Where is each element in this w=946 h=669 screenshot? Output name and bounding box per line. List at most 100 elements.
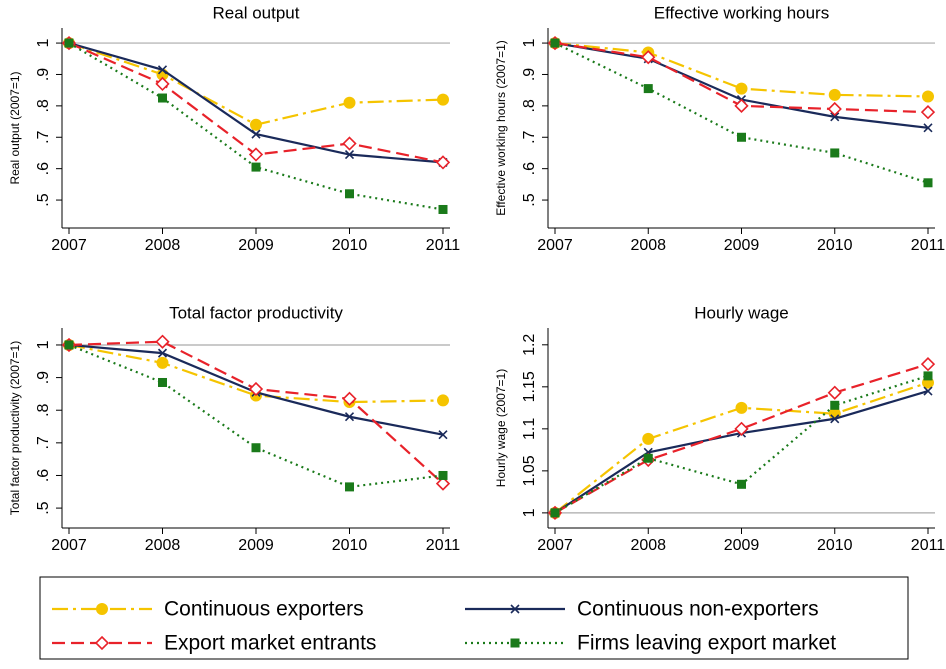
x-tick-label: 2007	[537, 237, 573, 254]
y-axis-label: Real output (2007=1)	[8, 71, 22, 184]
marker	[643, 453, 653, 463]
marker	[827, 385, 842, 400]
y-axis-label: Total factor productivity (2007=1)	[8, 341, 22, 515]
x-tick-label: 2007	[537, 537, 573, 554]
legend-label: Continuous exporters	[164, 598, 364, 621]
x-tick-label: 2008	[630, 537, 666, 554]
marker	[734, 98, 749, 113]
y-tick-label: .9	[521, 68, 538, 81]
marker	[248, 381, 264, 397]
marker	[64, 38, 74, 48]
series-line	[68, 42, 444, 211]
marker	[550, 38, 560, 48]
marker	[345, 189, 354, 199]
y-tick-label: 1	[35, 340, 52, 349]
x-tick-label: 2009	[724, 537, 760, 554]
marker	[737, 479, 746, 489]
marker	[827, 101, 842, 117]
y-tick-label: 1	[521, 508, 538, 517]
x-tick-label: 2007	[51, 537, 87, 554]
marker	[64, 340, 74, 350]
panel-title: Real output	[213, 3, 300, 22]
marker	[641, 50, 656, 65]
x-tick-label: 2010	[817, 237, 853, 254]
series-line	[68, 343, 444, 404]
marker	[342, 136, 357, 151]
series-line	[554, 374, 929, 514]
marker	[155, 334, 170, 349]
y-tick-label: .7	[35, 130, 52, 143]
y-tick-label: .8	[35, 403, 52, 416]
series-line	[554, 41, 929, 98]
marker	[920, 105, 936, 120]
y-tick-label: .9	[35, 371, 52, 384]
x-tick-label: 2009	[724, 237, 760, 254]
x-tick-label: 2008	[630, 237, 666, 254]
legend-marker	[510, 638, 520, 648]
marker	[156, 356, 169, 369]
marker	[830, 414, 840, 424]
marker	[737, 132, 746, 142]
marker	[438, 470, 448, 480]
x-tick-label: 2008	[145, 537, 181, 554]
y-tick-label: .5	[35, 193, 52, 206]
marker	[158, 93, 167, 103]
legend-marker	[94, 635, 110, 651]
legend-label: Firms leaving export market	[577, 632, 836, 655]
x-tick-label: 2010	[332, 537, 368, 554]
marker	[734, 421, 749, 436]
y-axis-label: Hourly wage (2007=1)	[494, 369, 508, 487]
legend-marker	[510, 604, 520, 614]
x-tick-label: 2009	[238, 237, 274, 254]
marker	[437, 93, 449, 106]
legend-label: Export market entrants	[164, 632, 376, 655]
y-axis-label: Effective working hours (2007=1)	[494, 40, 508, 216]
y-tick-label: .5	[521, 193, 538, 206]
y-tick-label: .8	[35, 99, 52, 112]
legend-box	[39, 576, 909, 660]
marker	[344, 149, 355, 160]
marker	[158, 377, 167, 387]
y-tick-label: .6	[521, 162, 538, 175]
series-line	[554, 42, 929, 184]
series-line	[554, 363, 929, 514]
y-tick-label: .7	[521, 130, 538, 143]
y-tick-label: 1.15	[521, 371, 538, 402]
marker	[438, 204, 448, 214]
marker	[342, 391, 357, 406]
marker	[922, 90, 934, 103]
marker	[438, 430, 448, 440]
x-tick-label: 2011	[911, 537, 946, 554]
x-tick-label: 2010	[332, 237, 368, 254]
marker	[251, 443, 261, 453]
y-tick-label: 1	[35, 39, 52, 48]
series-line	[68, 42, 444, 126]
marker	[550, 508, 560, 518]
marker	[157, 348, 168, 358]
series-line	[68, 343, 444, 489]
marker	[248, 147, 264, 162]
y-tick-label: .8	[521, 99, 538, 112]
y-tick-label: .9	[35, 68, 52, 81]
x-tick-label: 2009	[238, 537, 274, 554]
marker	[828, 88, 841, 101]
legend-marker	[96, 603, 108, 615]
panel-title: Total factor productivity	[169, 303, 343, 322]
x-tick-label: 2011	[911, 237, 946, 254]
x-tick-label: 2011	[426, 237, 461, 254]
legend-label: Continuous non-exporters	[577, 598, 819, 621]
marker	[642, 432, 655, 445]
marker	[643, 84, 653, 94]
panel-title: Hourly wage	[694, 303, 789, 322]
y-tick-label: 1.1	[521, 418, 538, 440]
marker	[830, 148, 840, 158]
x-tick-label: 2011	[426, 537, 461, 554]
y-tick-label: 1.05	[521, 455, 538, 486]
y-tick-label: 1.2	[521, 334, 538, 356]
series-line	[68, 340, 444, 485]
marker	[251, 129, 261, 139]
y-tick-label: .7	[35, 436, 52, 449]
marker	[923, 386, 933, 396]
